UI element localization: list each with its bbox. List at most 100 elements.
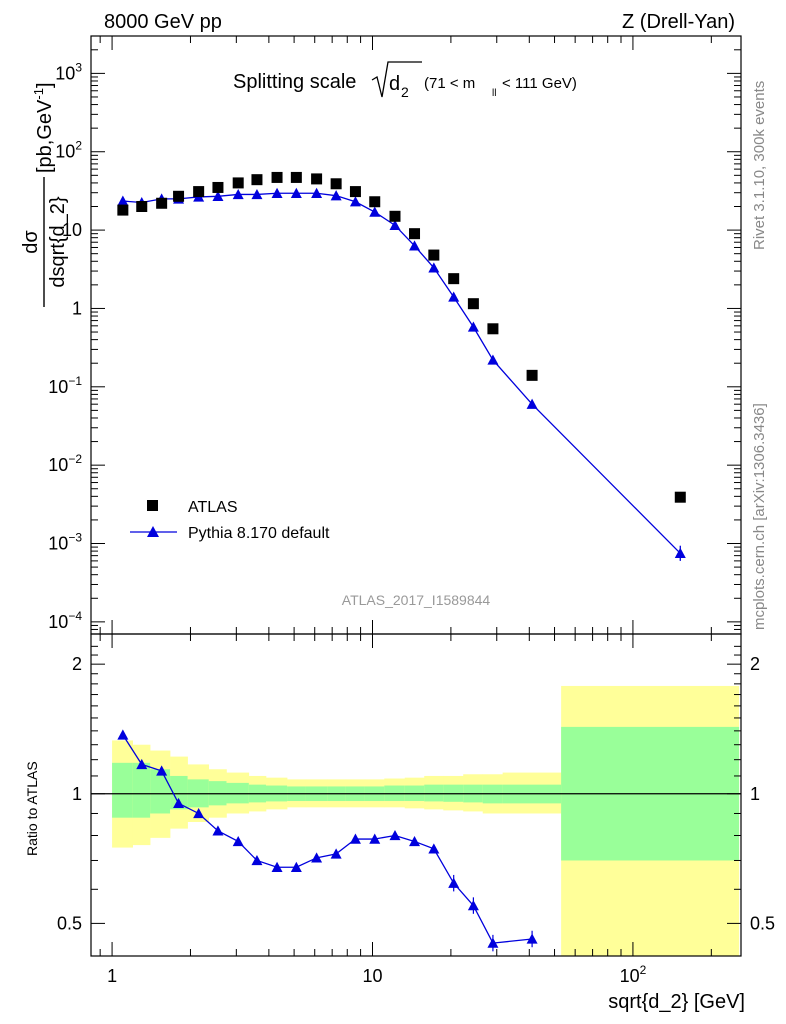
title-prefix: Splitting scale	[233, 71, 356, 93]
ratio-mc-point	[136, 758, 148, 770]
ratio-mc-point	[173, 797, 185, 809]
ylabel-num: dσ	[20, 230, 42, 254]
ratio-mc-point	[156, 765, 168, 776]
mc-point	[117, 195, 129, 206]
ratio-mc-point	[409, 835, 421, 847]
band-inner	[112, 762, 133, 818]
y-tick-label-exp: −3	[68, 531, 82, 545]
mc-point	[349, 196, 361, 207]
data-point	[674, 491, 686, 503]
title-range-b: < 111 GeV)	[502, 75, 577, 92]
axes-ticks: 1 10 102 10−4 10−3 10−2 10−1 1 10 102 103 0.5 0.5 1 1 2…	[48, 35, 775, 986]
sqrt-sign	[371, 61, 422, 98]
legend-label-atlas: ATLAS	[188, 499, 238, 516]
mcplots-label: mcplots.cern.ch [arXiv:1306.3436]	[751, 403, 768, 630]
title-range-a: (71 < m	[424, 75, 475, 92]
ratio-mc-point	[232, 835, 244, 847]
ratio-y-tick-label-right: 0.5	[750, 913, 775, 933]
legend: ATLAS Pythia 8.170 default	[130, 499, 330, 542]
mc-point	[311, 187, 323, 198]
ratio-uncertainty-bands	[112, 685, 740, 956]
x-tick-label: 10	[362, 966, 382, 986]
y-tick-label-exp: −4	[68, 609, 82, 623]
data-point	[487, 323, 499, 335]
title-range-sub: ll	[492, 88, 496, 99]
band-inner	[226, 782, 250, 804]
y-tick-label: 103	[55, 60, 82, 83]
data-point	[117, 204, 129, 216]
data-point	[193, 186, 205, 198]
band-inner	[424, 784, 444, 802]
mc-point	[409, 240, 421, 251]
x-tick-label: 1	[107, 966, 117, 986]
y-tick-label: 102	[55, 139, 82, 162]
x-tick-label-exp: 2	[640, 963, 647, 977]
mc-point	[526, 398, 538, 409]
ylabel-units-sup: -1	[31, 88, 46, 100]
data-point	[526, 369, 538, 381]
data-point	[156, 197, 168, 209]
ratio-mc-point	[389, 830, 401, 841]
ratio-ylabel: Ratio to ATLAS	[24, 761, 40, 856]
data-point	[136, 201, 148, 213]
y-tick-label-exp: 3	[75, 60, 82, 74]
ratio-y-tick-label: 1	[72, 784, 82, 804]
data-point	[173, 190, 185, 202]
main-ylabel: dσ dsqrt{d_2} [pb,GeV-1]	[20, 82, 69, 307]
y-tick-label: 10−2	[48, 452, 82, 475]
legend-label-pythia: Pythia 8.170 default	[188, 525, 330, 542]
mc-point	[271, 187, 283, 198]
data-point	[290, 171, 302, 183]
header-left: 8000 GeV pp	[104, 11, 222, 33]
band-inner	[132, 762, 151, 818]
main-title: Splitting scale d 2 (71 < m ll < 111 GeV…	[233, 61, 577, 100]
ratio-y-tick-label: 0.5	[57, 913, 82, 933]
ratio-mc-point	[428, 843, 440, 854]
mc-point	[389, 219, 401, 231]
ratio-mc-point	[369, 833, 381, 844]
mc-point	[428, 262, 440, 273]
data-point	[349, 186, 361, 198]
mc-point	[290, 187, 302, 198]
ratio-xlabel: sqrt{d_2} [GeV]	[608, 991, 745, 1013]
data-point	[369, 196, 381, 208]
data-point	[389, 210, 401, 222]
ratio-mc-point	[212, 825, 224, 836]
ratio-y-tick-label-right: 2	[750, 654, 760, 674]
data-point	[212, 181, 224, 193]
band-inner	[150, 769, 171, 814]
ratio-mc-point	[526, 933, 538, 944]
y-tick-label-exp: −2	[68, 452, 82, 466]
ratio-mc-point	[467, 900, 479, 911]
mc-point	[232, 188, 244, 200]
mc-point	[487, 354, 499, 365]
x-tick-label: 102	[620, 963, 647, 986]
ratio-mc-point	[290, 861, 302, 872]
y-tick-label: 10−4	[48, 609, 82, 632]
analysis-watermark: ATLAS_2017_I1589844	[342, 592, 491, 608]
band-inner	[170, 775, 188, 810]
ratio-y-tick-label: 2	[72, 654, 82, 674]
ratio-frame	[90, 633, 742, 957]
mc-point	[251, 188, 263, 200]
data-point	[448, 273, 460, 285]
ratio-mc-point	[271, 861, 283, 872]
main-frame	[90, 35, 742, 635]
ratio-mc-point	[330, 848, 342, 859]
title-radicand-sub: 2	[401, 84, 409, 100]
mc-point	[212, 190, 224, 201]
y-tick-label: 10−1	[48, 374, 82, 397]
ratio-mc-point	[117, 729, 129, 740]
header-right: Z (Drell-Yan)	[622, 11, 735, 33]
mc-point	[448, 291, 460, 302]
mc-point	[467, 321, 479, 332]
data-point	[467, 298, 479, 310]
ratio-mc-point	[349, 833, 361, 844]
data-point	[232, 177, 244, 189]
ratio-y-tick-label-right: 1	[750, 784, 760, 804]
y-tick-label: 10−3	[48, 531, 82, 554]
ratio-mc-point	[487, 937, 499, 948]
data-point	[251, 174, 263, 186]
data-point	[409, 228, 421, 240]
